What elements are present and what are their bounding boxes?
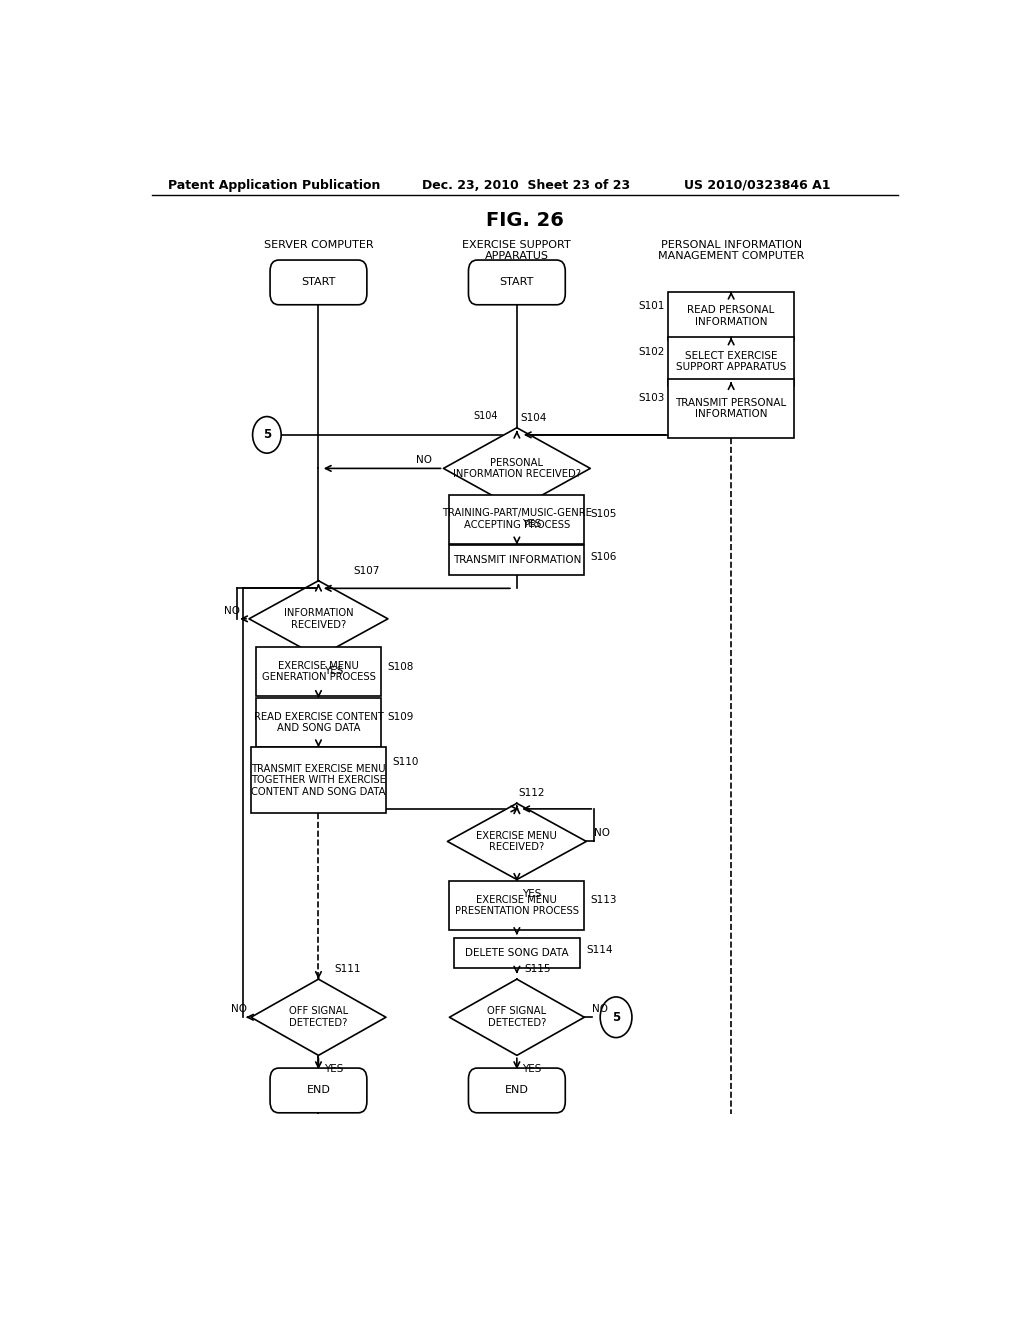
Text: S104: S104 [521, 413, 547, 422]
Text: S113: S113 [591, 895, 617, 906]
Text: TRANSMIT PERSONAL
INFORMATION: TRANSMIT PERSONAL INFORMATION [676, 397, 786, 420]
Text: YES: YES [522, 1064, 542, 1073]
FancyBboxPatch shape [450, 880, 585, 929]
FancyBboxPatch shape [669, 379, 794, 438]
Text: S114: S114 [586, 945, 612, 956]
Text: 5: 5 [612, 1011, 621, 1024]
FancyBboxPatch shape [455, 939, 580, 969]
Text: PERSONAL INFORMATION
MANAGEMENT COMPUTER: PERSONAL INFORMATION MANAGEMENT COMPUTER [658, 240, 804, 261]
Text: NO: NO [592, 1005, 608, 1014]
Text: S104: S104 [473, 411, 498, 421]
Text: S103: S103 [638, 393, 665, 404]
Text: US 2010/0323846 A1: US 2010/0323846 A1 [684, 178, 830, 191]
Text: DELETE SONG DATA: DELETE SONG DATA [465, 948, 568, 958]
Text: S110: S110 [392, 758, 419, 767]
Text: TRANSMIT EXERCISE MENU
TOGETHER WITH EXERCISE
CONTENT AND SONG DATA: TRANSMIT EXERCISE MENU TOGETHER WITH EXE… [251, 764, 386, 797]
Text: OFF SIGNAL
DETECTED?: OFF SIGNAL DETECTED? [487, 1006, 547, 1028]
Text: S111: S111 [334, 964, 360, 974]
Text: YES: YES [324, 1064, 343, 1073]
Text: EXERCISE MENU
GENERATION PROCESS: EXERCISE MENU GENERATION PROCESS [261, 661, 376, 682]
Text: PERSONAL
INFORMATION RECEIVED?: PERSONAL INFORMATION RECEIVED? [453, 458, 581, 479]
Text: NO: NO [594, 828, 610, 838]
Text: NO: NO [416, 455, 432, 465]
Text: 5: 5 [263, 429, 271, 441]
Text: INFORMATION
RECEIVED?: INFORMATION RECEIVED? [284, 609, 353, 630]
Text: READ EXERCISE CONTENT
AND SONG DATA: READ EXERCISE CONTENT AND SONG DATA [254, 711, 383, 734]
Text: EXERCISE MENU
RECEIVED?: EXERCISE MENU RECEIVED? [476, 830, 557, 853]
Text: S105: S105 [591, 510, 617, 519]
Text: YES: YES [324, 667, 343, 676]
Text: END: END [306, 1085, 331, 1096]
FancyBboxPatch shape [256, 698, 381, 747]
FancyBboxPatch shape [669, 292, 794, 341]
Text: EXERCISE MENU
PRESENTATION PROCESS: EXERCISE MENU PRESENTATION PROCESS [455, 895, 579, 916]
Text: S106: S106 [591, 552, 617, 562]
Text: FIG. 26: FIG. 26 [485, 211, 564, 230]
Text: SERVER COMPUTER: SERVER COMPUTER [263, 240, 374, 249]
Polygon shape [447, 804, 587, 879]
Text: TRAINING-PART/MUSIC-GENRE
ACCEPTING PROCESS: TRAINING-PART/MUSIC-GENRE ACCEPTING PROC… [442, 508, 592, 531]
Circle shape [253, 417, 282, 453]
Text: NO: NO [223, 606, 240, 615]
FancyBboxPatch shape [468, 260, 565, 305]
Circle shape [600, 997, 632, 1038]
Text: OFF SIGNAL
DETECTED?: OFF SIGNAL DETECTED? [289, 1006, 348, 1028]
Polygon shape [450, 979, 585, 1056]
FancyBboxPatch shape [450, 545, 585, 576]
Text: S101: S101 [638, 301, 665, 310]
Text: S107: S107 [353, 565, 380, 576]
FancyBboxPatch shape [450, 495, 585, 544]
Text: READ PERSONAL
INFORMATION: READ PERSONAL INFORMATION [687, 305, 775, 327]
Text: NO: NO [231, 1005, 247, 1014]
Text: Patent Application Publication: Patent Application Publication [168, 178, 380, 191]
Text: END: END [505, 1085, 528, 1096]
FancyBboxPatch shape [669, 338, 794, 385]
Text: START: START [500, 277, 535, 288]
Text: YES: YES [522, 519, 542, 529]
FancyBboxPatch shape [468, 1068, 565, 1113]
Text: S112: S112 [518, 788, 545, 799]
Text: S115: S115 [524, 964, 551, 974]
Text: YES: YES [522, 888, 542, 899]
FancyBboxPatch shape [270, 1068, 367, 1113]
Text: SELECT EXERCISE
SUPPORT APPARATUS: SELECT EXERCISE SUPPORT APPARATUS [676, 351, 786, 372]
Text: TRANSMIT INFORMATION: TRANSMIT INFORMATION [453, 554, 581, 565]
FancyBboxPatch shape [251, 747, 386, 813]
Text: EXERCISE SUPPORT
APPARATUS: EXERCISE SUPPORT APPARATUS [463, 240, 571, 261]
Text: Dec. 23, 2010  Sheet 23 of 23: Dec. 23, 2010 Sheet 23 of 23 [422, 178, 630, 191]
Text: S102: S102 [638, 347, 665, 356]
Text: S108: S108 [387, 661, 414, 672]
Polygon shape [251, 979, 386, 1056]
Text: S109: S109 [387, 713, 414, 722]
FancyBboxPatch shape [256, 647, 381, 696]
Polygon shape [443, 428, 590, 510]
FancyBboxPatch shape [270, 260, 367, 305]
Text: START: START [301, 277, 336, 288]
Polygon shape [249, 581, 388, 657]
